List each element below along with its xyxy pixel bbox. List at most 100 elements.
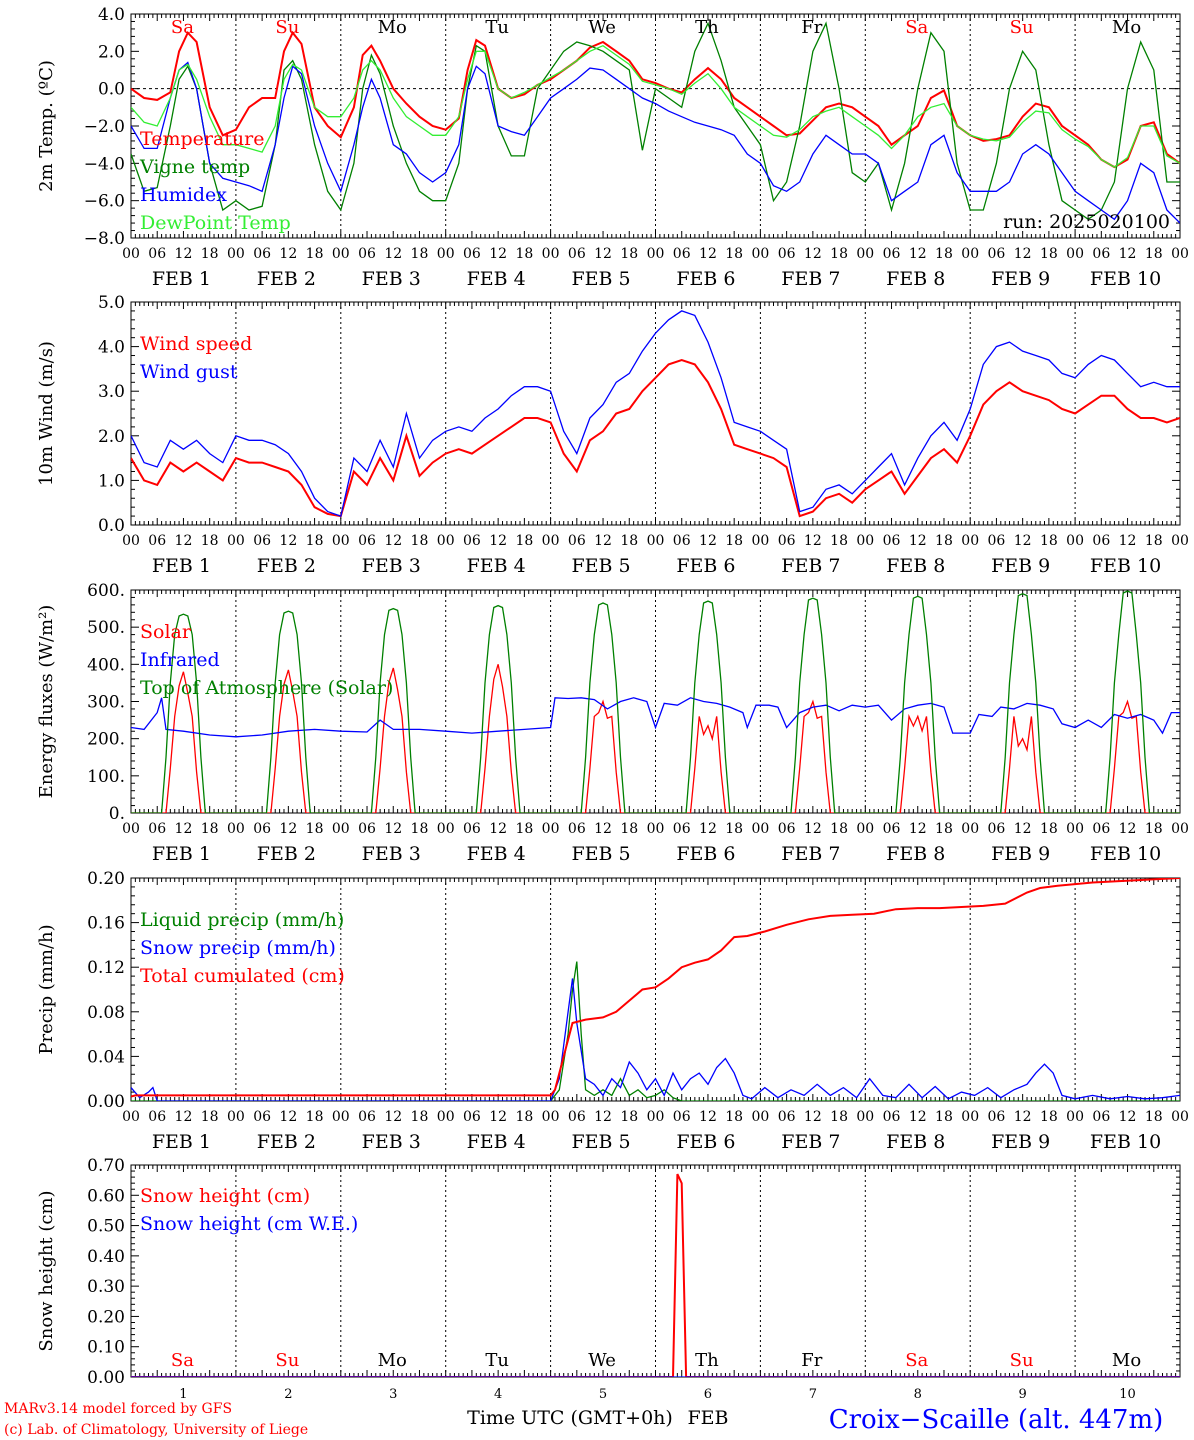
weekday-label: Tu [485,1350,509,1371]
hour-label: 12 [909,246,927,262]
weekday-label: Sa [905,1350,928,1371]
hour-label: 12 [175,821,193,837]
y-tick-label: 0.00 [87,1092,125,1112]
hour-label: 12 [804,246,822,262]
hour-label: 00 [647,1109,665,1125]
date-label: FEB 10 [1090,268,1161,290]
y-tick-label: −6.0 [84,192,125,212]
hour-label: 00 [647,821,665,837]
hour-label: 06 [253,821,271,837]
series-line-snow-height-cm- [131,1173,1180,1377]
y-tick-label: 5.0 [98,293,125,313]
hour-label: 12 [279,1109,297,1125]
weekday-label: Su [275,17,299,38]
hour-label: 12 [279,533,297,549]
hour-label: 18 [830,1109,848,1125]
hour-label: 06 [253,533,271,549]
day-number: 2 [284,1387,292,1402]
hour-label: 00 [1066,533,1084,549]
y-tick-label: 0.12 [87,958,125,978]
hour-label: 18 [1145,533,1163,549]
hour-label: 12 [384,246,402,262]
hour-label: 00 [961,246,979,262]
hour-label: 12 [594,533,612,549]
hour-label: 12 [175,1109,193,1125]
panel-1: −8.0 −6.0 −4.0 −2.0 0.0 2.0 4.0 2m Temp. (ºC) Te… [36,5,1189,290]
date-label: FEB 8 [886,1131,945,1153]
hour-label: 06 [463,533,481,549]
hour-label: 00 [332,533,350,549]
y-tick-label: 0.60 [87,1186,125,1206]
y-tick-label: 0.0 [98,516,125,536]
y-axis-label: Snow height (cm) [36,1190,57,1351]
date-label: FEB 9 [991,268,1050,290]
series-line-infrared [131,697,1180,738]
hour-label: 06 [358,533,376,549]
y-axis-label: Precip (mm/h) [36,924,57,1054]
date-label: FEB 2 [257,268,316,290]
hour-label: 06 [148,246,166,262]
hour-label: 00 [332,821,350,837]
hour-label: 18 [515,821,533,837]
weekday-label: Su [275,1350,299,1371]
hour-label: 06 [673,1109,691,1125]
y-tick-label: 0.0 [98,80,125,100]
hour-label: 00 [227,533,245,549]
y-tick-label: −2.0 [84,117,125,137]
hour-label: 12 [175,246,193,262]
hour-label: 00 [227,246,245,262]
hour-label: 06 [988,1109,1006,1125]
hour-label: 12 [1119,246,1137,262]
weekday-label: Mo [378,17,407,38]
hour-label: 18 [515,246,533,262]
hour-label: 12 [909,1109,927,1125]
hour-label: 06 [778,246,796,262]
hour-label: 00 [542,533,560,549]
date-label: FEB 8 [886,268,945,290]
hour-label: 18 [1145,1109,1163,1125]
date-label: FEB 9 [991,555,1050,577]
y-tick-label: −8.0 [84,229,125,249]
weekday-label: Th [695,1350,719,1371]
y-tick-label: 0.50 [87,1217,125,1237]
hour-label: 06 [778,1109,796,1125]
hour-label: 06 [463,1109,481,1125]
hour-label: 12 [384,533,402,549]
hour-label: 12 [1119,821,1137,837]
hour-label: 18 [201,246,219,262]
date-label: FEB 7 [781,1131,840,1153]
series-line-solar [131,664,1180,813]
hour-label: 18 [620,533,638,549]
hour-label: 12 [279,821,297,837]
hour-label: 12 [1119,533,1137,549]
hour-label: 00 [1171,821,1189,837]
y-axis-label: 2m Temp. (ºC) [36,60,57,192]
date-label: FEB 5 [571,1131,630,1153]
legend-entry: Vigne temp [139,156,250,178]
footer-lab: (c) Lab. of Climatology, University of L… [4,1422,308,1438]
hour-label: 06 [778,821,796,837]
station-label: Croix−Scaille (alt. 447m) [829,1405,1164,1435]
hour-label: 06 [1092,533,1110,549]
series-line-wind-speed [131,358,1180,518]
hour-label: 18 [935,1109,953,1125]
hour-label: 06 [148,533,166,549]
legend-entry: Snow precip (mm/h) [140,937,336,959]
y-tick-label: 4.0 [98,5,125,25]
date-label: FEB 4 [467,555,526,577]
hour-label: 18 [725,1109,743,1125]
legend-entry: Snow height (cm) [140,1185,310,1207]
hour-label: 12 [384,821,402,837]
hour-label: 18 [411,821,429,837]
weekday-label: We [588,1350,616,1371]
hour-label: 18 [1040,821,1058,837]
date-label: FEB 5 [571,268,630,290]
hour-label: 18 [935,821,953,837]
hour-label: 18 [620,821,638,837]
y-tick-label: 2.0 [98,42,125,62]
day-number: 3 [389,1387,397,1402]
hour-label: 00 [122,533,140,549]
hour-label: 12 [384,1109,402,1125]
weekday-label: Sa [905,17,928,38]
plot-area [131,590,1180,813]
